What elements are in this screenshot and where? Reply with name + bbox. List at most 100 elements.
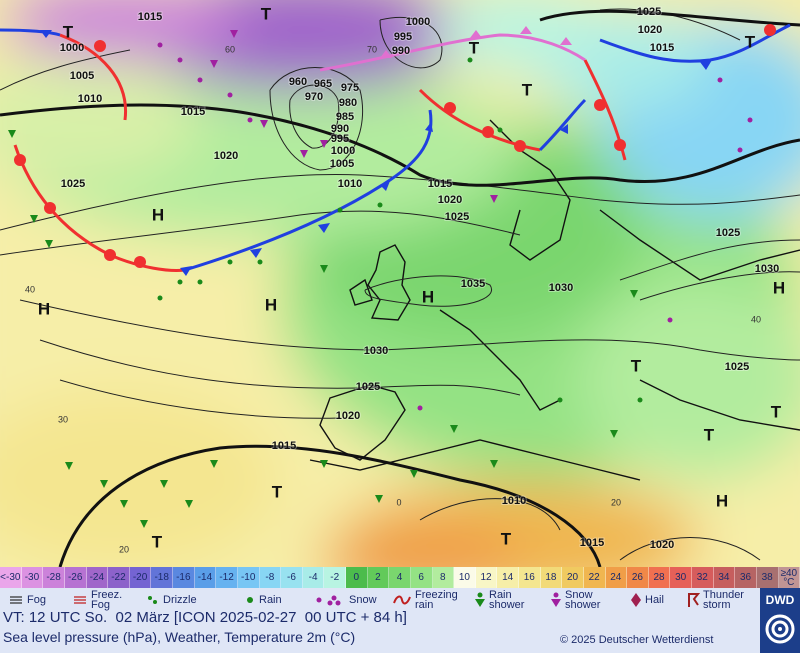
scale-cell: -18 [151, 567, 173, 588]
scale-cell: 6 [410, 567, 433, 588]
scale-cell: -16 [173, 567, 195, 588]
scale-cell: -22 [108, 567, 130, 588]
isobar-label: 1015 [138, 11, 162, 23]
scale-cell: <-30 [0, 567, 22, 588]
legend-freezing-fog: Freez. Fog [72, 589, 125, 610]
logo-swirl [765, 614, 795, 644]
legend-label: Freezing rain [415, 588, 458, 611]
isobar-label: 1035 [461, 278, 485, 290]
drizzle-icon [148, 595, 157, 604]
scale-cell: -6 [281, 567, 303, 588]
isotherm-label: 30 [58, 414, 68, 424]
pressure-center: H [38, 299, 50, 318]
scale-cell: 20 [562, 567, 584, 588]
isotherm-label: 20 [119, 544, 129, 554]
pressure-center: T [501, 529, 512, 548]
isobar-label: 995 [394, 31, 412, 43]
isobar-label: 1025 [716, 227, 740, 239]
isobar-label: 1015 [181, 106, 205, 118]
isobar-label: 1020 [650, 539, 674, 551]
pressure-center: T [771, 402, 782, 421]
pressure-center: T [469, 38, 480, 57]
isobar-label: 990 [392, 45, 410, 57]
description: Sea level pressure (hPa), Weather, Tempe… [3, 629, 356, 645]
legend-label: Rain shower [489, 588, 525, 611]
legend-drizzle: Drizzle [146, 589, 197, 610]
isobar-label: 995 [331, 133, 349, 145]
pressure-center: T [272, 482, 283, 501]
scale-cell: 14 [497, 567, 519, 588]
scale-cell: 2 [367, 567, 390, 588]
legend-label: Snow shower [565, 588, 601, 611]
temperature-field [0, 0, 800, 567]
weather-symbols [8, 30, 753, 528]
scale-cell: -4 [302, 567, 325, 588]
pressure-center: T [152, 532, 163, 551]
scale-cell: 34 [713, 567, 736, 588]
isobar-label: 1015 [272, 440, 296, 452]
isobar-label: 1030 [755, 263, 779, 275]
isobar-label: 1020 [214, 150, 238, 162]
isobar-label: 1000 [60, 42, 84, 54]
fog-icon [10, 595, 22, 604]
isobar-label: 985 [336, 111, 354, 123]
scale-cell: 30 [670, 567, 692, 588]
scale-cell: 0 [346, 567, 368, 588]
pressure-center: H [265, 295, 277, 314]
weather-map: 1015 1000 1005 1010 1015 1020 1025 1010 1015 1020… [0, 0, 800, 567]
scale-cell: -12 [216, 567, 238, 588]
isobar-label: 1010 [338, 178, 362, 190]
isobar-label: 1015 [580, 537, 604, 549]
legend-label: Drizzle [163, 593, 197, 606]
isobar-label: 1025 [61, 178, 85, 190]
pressure-center: H [152, 205, 164, 224]
scale-cell: -8 [259, 567, 282, 588]
freezing-fog-icon [74, 595, 86, 604]
valid-time: VT: 12 UTC So. 02 März [ICON 2025-02-27 … [3, 609, 407, 626]
isobar-label: 1020 [438, 194, 462, 206]
isotherm-label: 40 [751, 314, 761, 324]
thunderstorm-icon [688, 592, 700, 607]
temperature-scale: <-30 -30 -28 -26 -24 -22 -20 -18 -16 -14 -12 -10 -8-… [0, 567, 800, 588]
legend-rain: Rain [244, 589, 282, 610]
dwd-logo: DWD [760, 588, 800, 653]
isobar-label: 1025 [356, 381, 380, 393]
isobar-label: 1030 [549, 282, 573, 294]
pressure-center: H [422, 287, 434, 306]
coastlines [309, 119, 800, 481]
scale-cell: 12 [475, 567, 498, 588]
legend-label: Thunder storm [703, 588, 744, 611]
legend-hail: Hail [630, 589, 664, 610]
legend-snow-shower: Snow shower [550, 589, 611, 610]
isobars-1015 [0, 9, 800, 567]
scale-cell: 32 [692, 567, 714, 588]
scale-cell: 24 [605, 567, 628, 588]
freezing-rain-icon [393, 595, 411, 604]
isobar-label: 1025 [725, 361, 749, 373]
scale-cell: -20 [129, 567, 152, 588]
isobar-label: 960 [289, 76, 307, 88]
legend-label: Hail [645, 593, 664, 606]
scale-cell: ≥40 °C [778, 567, 800, 588]
rain-icon [247, 596, 253, 603]
legend-label: Freez. Fog [91, 588, 123, 611]
isotherm-label: 60 [225, 44, 235, 54]
isobar-label: 975 [341, 82, 359, 94]
legend-thunderstorm: Thunder storm [686, 589, 753, 610]
isobar-label: 1005 [70, 70, 94, 82]
isotherm-label: 20 [611, 497, 621, 507]
isobar-label: 1000 [406, 16, 430, 28]
snow-shower-icon [551, 592, 561, 607]
scale-cell: -14 [194, 567, 217, 588]
pressure-center: T [261, 4, 272, 23]
isobar-label: 1010 [502, 495, 526, 507]
legend-label: Rain [259, 593, 282, 606]
legend-rain-shower: Rain shower [474, 589, 533, 610]
pressure-center: T [745, 32, 756, 51]
logo-text: DWD [765, 593, 795, 607]
copyright: © 2025 Deutscher Wetterdienst [560, 634, 714, 646]
scale-cell: -24 [86, 567, 109, 588]
scale-cell: 10 [454, 567, 476, 588]
isobar-label: 1020 [336, 410, 360, 422]
